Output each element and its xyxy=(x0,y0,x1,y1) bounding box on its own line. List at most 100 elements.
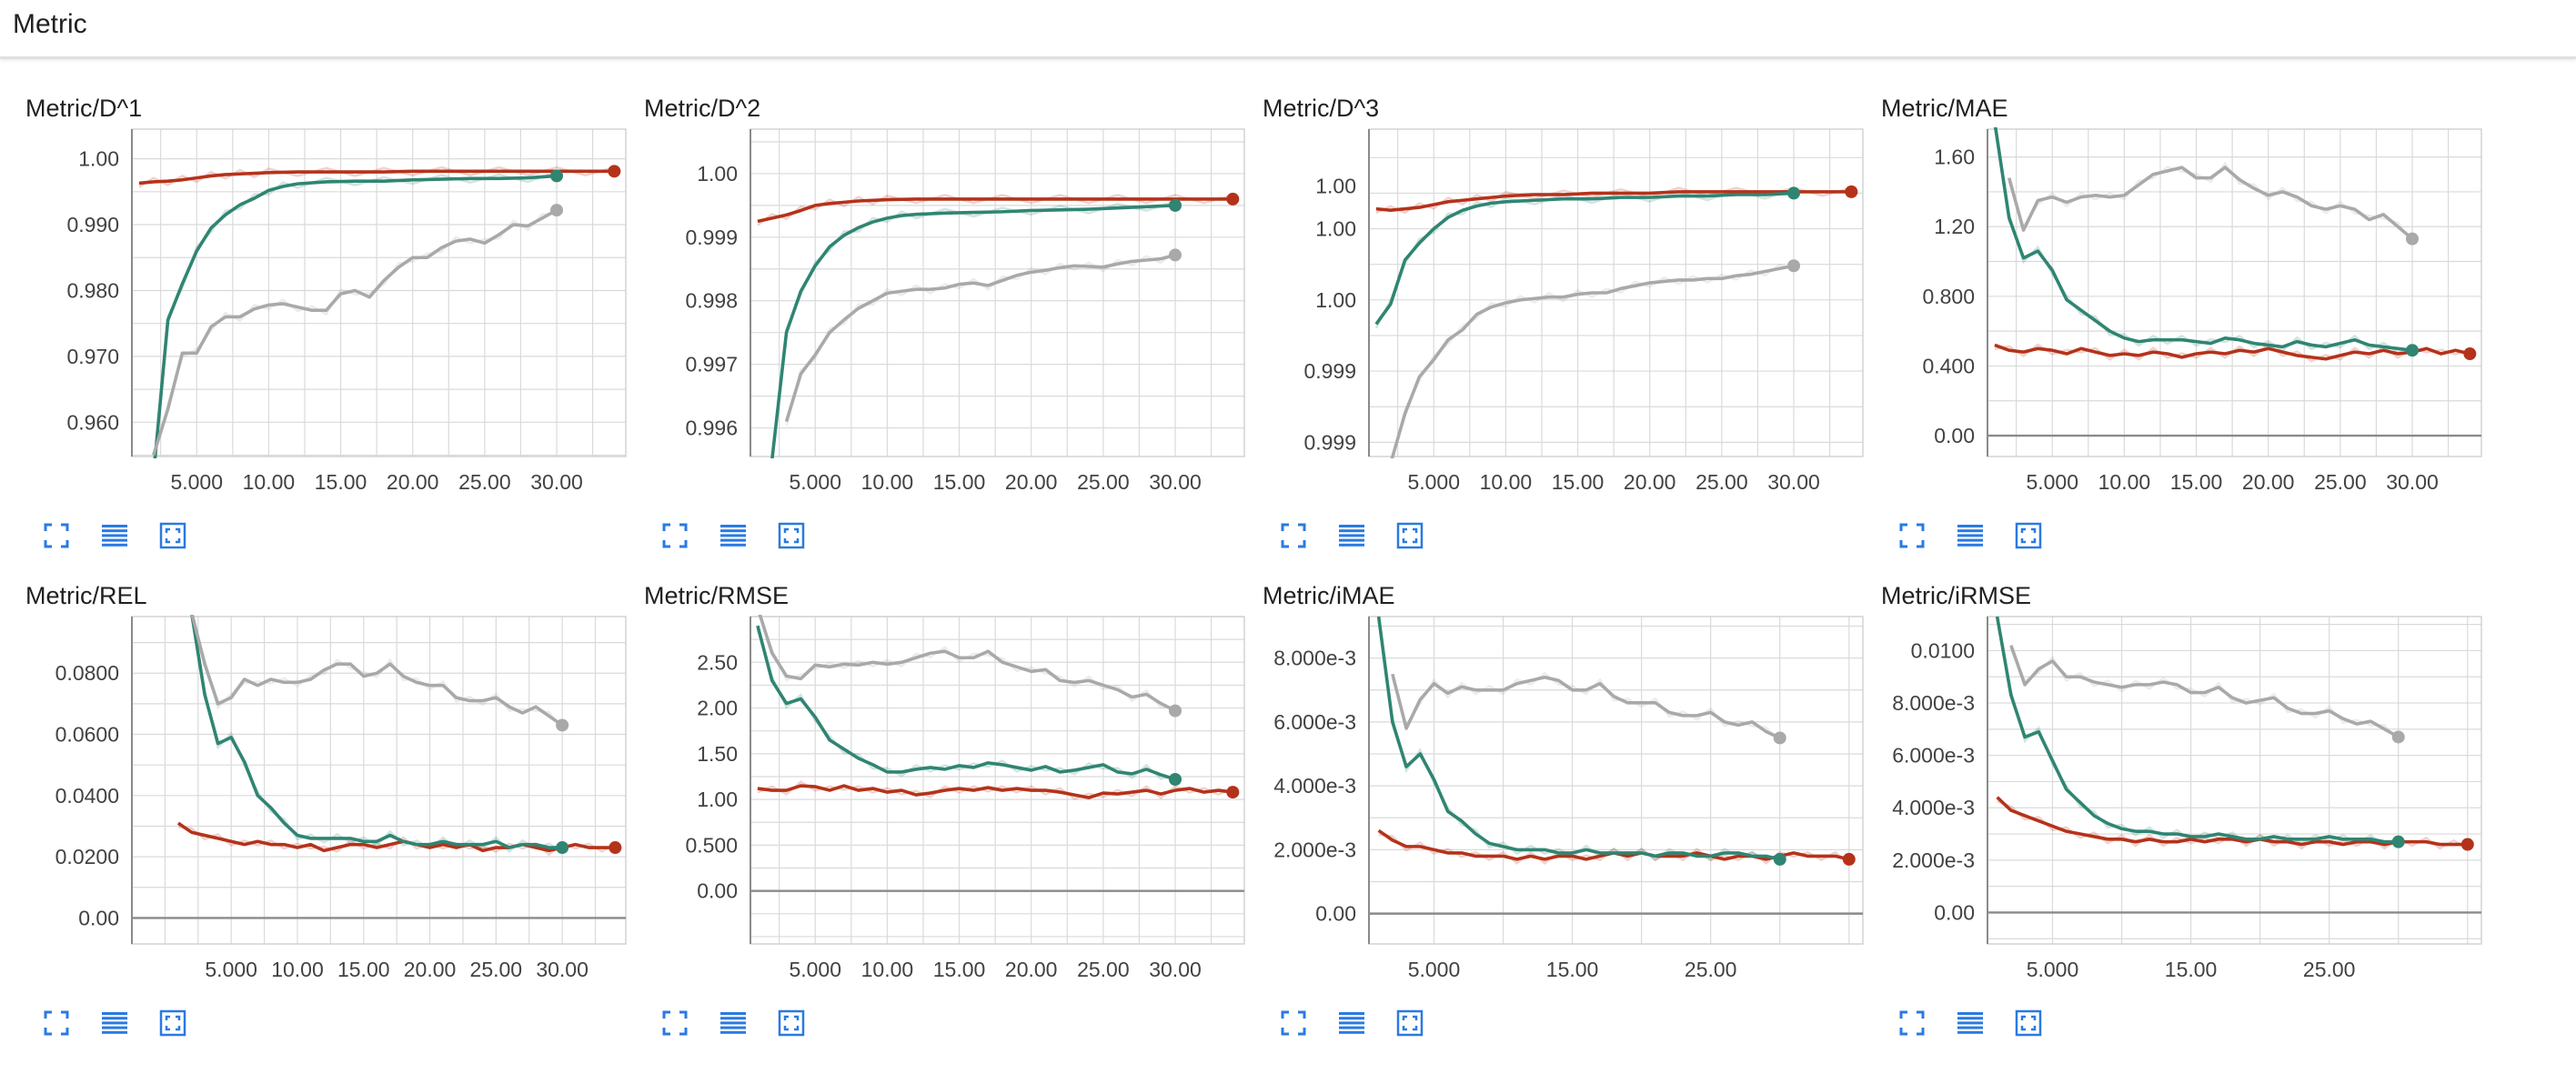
chart-title: Metric/REL xyxy=(25,582,147,609)
chart-card-irmse: Metric/iRMSE 0.00 2.000e-3 4.000e-3 6.000e-… xyxy=(1856,582,2482,1073)
x-tick-label: 25.00 xyxy=(1077,470,1130,494)
fit-domain-button[interactable] xyxy=(153,517,193,554)
data-list-button[interactable] xyxy=(1950,1005,1990,1041)
plot-frame xyxy=(1368,616,1864,945)
fullscreen-icon xyxy=(1280,1009,1307,1037)
chart-title: Metric/MAE xyxy=(1881,95,2008,122)
series-end-point-1 xyxy=(1169,198,1182,212)
data-list-icon xyxy=(101,1009,128,1037)
series-line-0 xyxy=(1375,190,1852,213)
series-line-2 xyxy=(190,615,564,727)
y-tick-label: 2.000e-3 xyxy=(1273,838,1356,861)
series-raw-line xyxy=(1391,671,1781,743)
data-list-button[interactable] xyxy=(713,517,753,554)
series-raw-line xyxy=(1374,187,1795,329)
series-end-point-2 xyxy=(2406,232,2420,246)
chart-plot[interactable]: 0.00 2.000e-3 4.000e-3 6.000e-3 8.000e-3 0.01… xyxy=(1856,616,2482,999)
fit-domain-icon xyxy=(1396,1009,1424,1037)
x-tick-label: 25.00 xyxy=(1685,958,1737,981)
data-list-button[interactable] xyxy=(713,1005,753,1041)
fullscreen-button[interactable] xyxy=(1892,517,1932,554)
series-raw-line xyxy=(785,250,1176,427)
series-line-2 xyxy=(758,615,1176,713)
fullscreen-button[interactable] xyxy=(36,1005,76,1041)
chart-title: Metric/iRMSE xyxy=(1881,582,2032,609)
fit-domain-button[interactable] xyxy=(771,1005,811,1041)
series-group xyxy=(757,194,1233,458)
fit-domain-button[interactable] xyxy=(1390,517,1430,554)
x-tick-label: 15.00 xyxy=(1546,958,1599,981)
series-group xyxy=(1374,186,1852,458)
data-list-button[interactable] xyxy=(1332,1005,1372,1041)
grid xyxy=(1369,617,1863,944)
y-tick-label: 0.500 xyxy=(685,833,738,857)
y-tick-label: 0.0400 xyxy=(55,784,119,808)
chart-plot[interactable]: 0.996 0.997 0.998 0.999 1.00 5.000 10.00 15.00 2… xyxy=(619,128,1245,511)
chart-card-mae: Metric/MAE 0.00 0.400 0.800 1.20 1.60 5.000 10… xyxy=(1856,95,2482,586)
x-tick-label: 5.000 xyxy=(1408,958,1461,981)
y-tick-label: 0.00 xyxy=(78,906,119,929)
y-tick-label: 0.800 xyxy=(1922,285,1975,308)
grid xyxy=(1987,129,2481,457)
x-tick-label: 15.00 xyxy=(337,958,390,981)
fullscreen-button[interactable] xyxy=(1273,1005,1313,1041)
x-tick-label: 30.00 xyxy=(536,958,589,981)
fit-domain-icon xyxy=(778,522,805,549)
series-raw-line xyxy=(1996,620,2400,848)
x-tick-label: 25.00 xyxy=(2303,958,2356,981)
fit-domain-button[interactable] xyxy=(2008,1005,2048,1041)
series-end-point-2 xyxy=(1169,704,1182,718)
y-tick-label: 0.960 xyxy=(66,410,119,434)
fullscreen-button[interactable] xyxy=(655,517,695,554)
fit-domain-icon xyxy=(778,1009,805,1037)
x-tick-label: 5.000 xyxy=(2026,470,2078,494)
chart-card-imae: Metric/iMAE 0.00 2.000e-3 4.000e-3 6.000e-3… xyxy=(1237,582,1864,1073)
y-tick-label: 0.0100 xyxy=(1911,638,1975,662)
fullscreen-button[interactable] xyxy=(655,1005,695,1041)
data-list-button[interactable] xyxy=(95,517,135,554)
chart-plot[interactable]: 0.999 0.999 1.00 1.00 1.00 5.000 10.00 15.00 20.… xyxy=(1237,128,1864,511)
series-line-0 xyxy=(1996,796,2468,847)
fit-domain-button[interactable] xyxy=(1390,1005,1430,1041)
chart-plot[interactable]: 0.960 0.970 0.980 0.990 1.00 5.000 10.00 15.00 2… xyxy=(0,128,627,511)
series-group xyxy=(138,166,615,458)
series-line-1 xyxy=(153,174,558,458)
y-tick-label: 2.50 xyxy=(697,650,738,674)
y-tick-label: 0.0800 xyxy=(55,661,119,685)
data-list-button[interactable] xyxy=(1950,517,1990,554)
fullscreen-button[interactable] xyxy=(36,517,76,554)
x-tick-label: 15.00 xyxy=(315,470,367,494)
fit-domain-button[interactable] xyxy=(2008,517,2048,554)
data-list-icon xyxy=(719,522,747,549)
y-tick-label: 1.00 xyxy=(1315,175,1356,198)
data-list-button[interactable] xyxy=(95,1005,135,1041)
fit-domain-icon xyxy=(2015,1009,2042,1037)
series-raw-line xyxy=(1993,127,2413,355)
grid xyxy=(132,617,626,944)
fit-domain-button[interactable] xyxy=(771,517,811,554)
top-bar: Metric xyxy=(0,0,2576,59)
series-line-0 xyxy=(138,169,615,186)
y-tick-label: 0.999 xyxy=(1303,359,1356,383)
fullscreen-icon xyxy=(1280,522,1307,549)
fit-domain-button[interactable] xyxy=(153,1005,193,1041)
series-line-2 xyxy=(152,208,558,457)
series-line-1 xyxy=(770,204,1176,458)
y-tick-label: 0.998 xyxy=(685,289,738,313)
series-end-point-2 xyxy=(1169,248,1182,262)
chart-plot[interactable]: 0.00 0.500 1.00 1.50 2.00 2.50 5.000 10.00 15.00… xyxy=(619,615,1245,999)
chart-title: Metric/iMAE xyxy=(1263,582,1395,609)
series-end-point-2 xyxy=(556,718,569,732)
chart-plot[interactable]: 0.00 2.000e-3 4.000e-3 6.000e-3 8.000e-3 5.00… xyxy=(1237,616,1864,999)
series-end-point-0 xyxy=(2463,347,2477,361)
x-tick-label: 5.000 xyxy=(1407,470,1460,494)
data-list-button[interactable] xyxy=(1332,517,1372,554)
y-tick-label: 1.00 xyxy=(697,788,738,811)
series-line-1 xyxy=(1374,191,1795,326)
fullscreen-button[interactable] xyxy=(1892,1005,1932,1041)
y-tick-label: 1.20 xyxy=(1934,215,1975,238)
chart-plot[interactable]: 0.00 0.0200 0.0400 0.0600 0.0800 5.000 10.00 15… xyxy=(0,615,627,999)
chart-plot[interactable]: 0.00 0.400 0.800 1.20 1.60 5.000 10.00 15.00 20.… xyxy=(1856,127,2482,511)
fullscreen-button[interactable] xyxy=(1273,517,1313,554)
x-tick-label: 20.00 xyxy=(2242,470,2295,494)
